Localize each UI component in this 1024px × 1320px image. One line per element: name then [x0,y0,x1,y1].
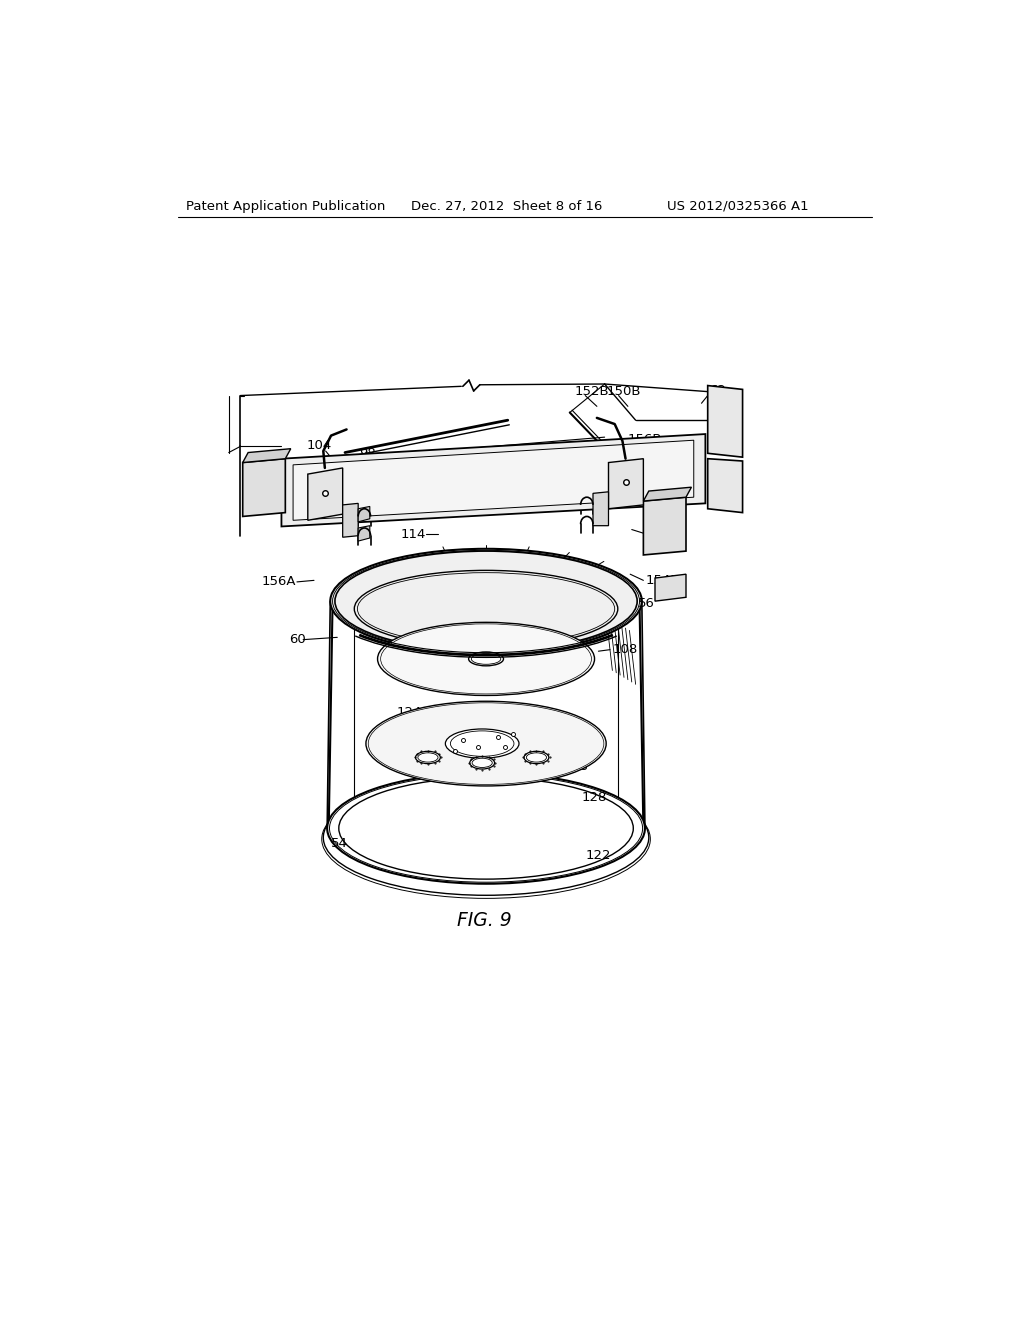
Text: 104: 104 [649,528,674,541]
Text: 124: 124 [397,706,422,719]
Text: 95: 95 [415,763,432,776]
Polygon shape [243,449,291,462]
Text: Patent Application Publication: Patent Application Publication [186,199,385,213]
Polygon shape [708,385,742,457]
Polygon shape [293,441,693,520]
Text: 104: 104 [306,440,332,453]
Text: 108: 108 [612,643,638,656]
Text: 98: 98 [359,446,376,459]
Polygon shape [708,459,742,512]
Ellipse shape [366,701,606,785]
Polygon shape [643,487,691,502]
Text: 56: 56 [638,597,654,610]
Ellipse shape [469,652,504,665]
Text: 132: 132 [443,706,469,719]
Text: 146B: 146B [512,450,546,463]
Ellipse shape [335,552,637,651]
Text: 152B: 152B [574,385,609,399]
Polygon shape [643,498,686,554]
Ellipse shape [445,729,519,758]
Polygon shape [358,525,370,541]
Polygon shape [282,434,706,527]
Ellipse shape [524,751,549,763]
Text: Dec. 27, 2012  Sheet 8 of 16: Dec. 27, 2012 Sheet 8 of 16 [411,199,602,213]
Text: FIG. 9: FIG. 9 [457,911,512,931]
Ellipse shape [416,751,440,763]
Text: 114: 114 [400,528,426,541]
Polygon shape [593,492,608,525]
Polygon shape [308,469,343,520]
Text: 122: 122 [586,849,610,862]
Text: 60: 60 [289,634,306,647]
Text: US 2012/0325366 A1: US 2012/0325366 A1 [667,199,808,213]
Text: 130: 130 [473,705,499,718]
Text: 154B: 154B [646,574,680,587]
Text: 128: 128 [582,791,607,804]
Text: 154A: 154A [248,462,283,475]
Ellipse shape [331,549,642,653]
Ellipse shape [378,622,595,696]
Ellipse shape [328,774,645,884]
Polygon shape [243,459,286,516]
Polygon shape [655,574,686,601]
Text: 156B: 156B [627,433,662,446]
Polygon shape [358,507,370,521]
Text: 150B: 150B [607,385,641,399]
Polygon shape [343,503,358,537]
Text: 62: 62 [710,384,726,397]
Text: 156A: 156A [261,576,296,589]
Text: 54: 54 [331,837,348,850]
Polygon shape [608,459,643,508]
Text: 58: 58 [572,760,589,774]
Ellipse shape [470,756,495,770]
